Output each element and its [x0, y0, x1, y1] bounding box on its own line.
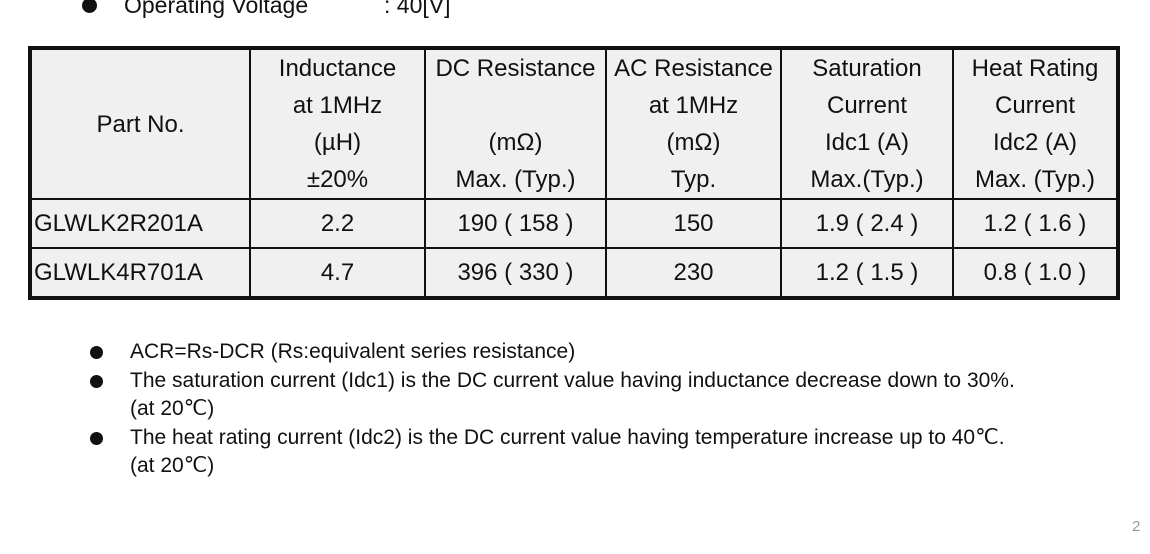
note-item: ACR=Rs-DCR (Rs:equivalent series resista…: [90, 338, 1015, 367]
spec-value: : 40[V]: [384, 0, 451, 18]
spec-table: Part No. Inductance at 1MHz (µH) ±20% DC…: [28, 46, 1120, 300]
header-line: (mΩ): [666, 129, 721, 156]
header-line: Current: [826, 92, 908, 119]
cell-ac-resistance: 150: [605, 198, 782, 249]
header-line: Inductance: [278, 55, 397, 82]
header-line: at 1MHz: [648, 92, 739, 119]
cell-heat-rating-current: 1.2 ( 1.6 ): [952, 198, 1119, 249]
header-heat-rating-current: Heat Rating Current Idc2 (A) Max. (Typ.): [952, 47, 1119, 200]
cell-ac-resistance: 230: [605, 247, 782, 299]
cell-saturation-current: 1.2 ( 1.5 ): [780, 247, 954, 299]
header-saturation-current: Saturation Current Idc1 (A) Max.(Typ.): [780, 47, 954, 200]
header-ac-resistance: AC Resistance at 1MHz (mΩ) Typ.: [605, 47, 782, 200]
note-text: The heat rating current (Idc2) is the DC…: [130, 425, 1005, 449]
header-line: DC Resistance: [435, 55, 596, 82]
bullet-icon: [90, 346, 103, 359]
header-line: Current: [994, 92, 1076, 119]
header-inductance: Inductance at 1MHz (µH) ±20%: [249, 47, 426, 200]
header-line: (µH): [313, 129, 362, 156]
header-line: Max. (Typ.): [974, 166, 1095, 193]
cell-heat-rating-current: 0.8 ( 1.0 ): [952, 247, 1119, 299]
header-line: Saturation: [812, 55, 922, 82]
note-condition: (at 20℃): [130, 454, 215, 477]
cell-dc-resistance: 396 ( 330 ): [424, 247, 607, 299]
bullet-icon: [82, 0, 97, 13]
cell-inductance: 2.2: [249, 198, 426, 249]
header-line: Idc1 (A): [824, 129, 910, 156]
header-line: Part No.: [96, 110, 185, 138]
cell-part-no: GLWLK4R701A: [29, 247, 251, 299]
header-line: ±20%: [306, 166, 369, 193]
header-line: Heat Rating: [971, 55, 1099, 82]
header-line: Idc2 (A): [992, 129, 1078, 156]
note-text: The saturation current (Idc1) is the DC …: [130, 368, 1015, 392]
note-condition: (at 20℃): [130, 397, 215, 420]
notes-list: ACR=Rs-DCR (Rs:equivalent series resista…: [90, 338, 1015, 481]
cell-inductance: 4.7: [249, 247, 426, 299]
cell-dc-resistance: 190 ( 158 ): [424, 198, 607, 249]
header-line: [426, 87, 605, 124]
table-row: GLWLK2R201A 2.2 190 ( 158 ) 150 1.9 ( 2.…: [29, 198, 1119, 249]
page-number: 2: [1132, 518, 1141, 535]
header-row: Part No. Inductance at 1MHz (µH) ±20% DC…: [29, 47, 1119, 200]
bullet-icon: [90, 374, 103, 388]
header-line: at 1MHz: [292, 92, 383, 119]
header-line: (mΩ): [488, 129, 543, 156]
header-line: Max.(Typ.): [810, 166, 924, 193]
header-part-no: Part No.: [29, 47, 251, 200]
bullet-icon: [90, 431, 103, 445]
note-item: The saturation current (Idc1) is the DC …: [90, 367, 1015, 424]
header-line: Max. (Typ.): [455, 166, 576, 193]
cell-saturation-current: 1.9 ( 2.4 ): [780, 198, 954, 249]
header-line: AC Resistance: [614, 55, 773, 82]
header-line: Typ.: [670, 166, 717, 193]
table-row: GLWLK4R701A 4.7 396 ( 330 ) 230 1.2 ( 1.…: [29, 247, 1119, 299]
note-item: The heat rating current (Idc2) is the DC…: [90, 424, 1015, 481]
spec-label: Operating Voltage: [124, 0, 309, 18]
cell-part-no: GLWLK2R201A: [29, 198, 251, 249]
note-text: ACR=Rs-DCR (Rs:equivalent series resista…: [130, 340, 576, 363]
header-dc-resistance: DC Resistance (mΩ) Max. (Typ.): [424, 47, 607, 200]
